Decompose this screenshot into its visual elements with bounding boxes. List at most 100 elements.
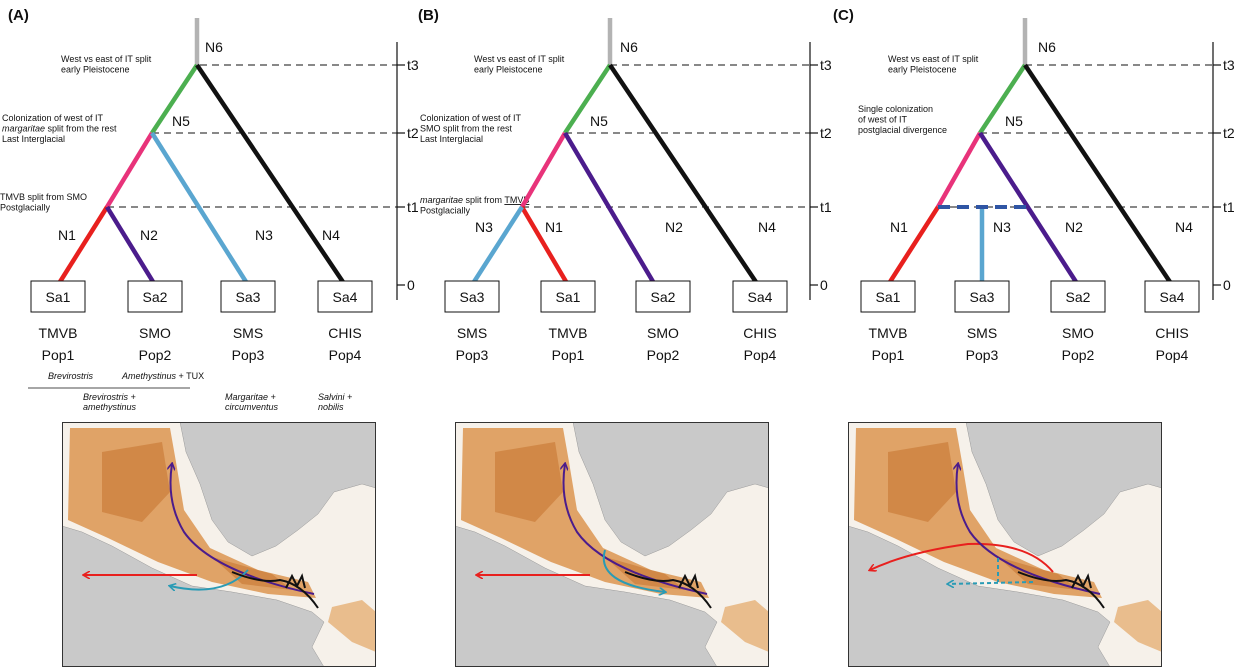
region-label: TMVB [39,325,78,341]
sample-label: Sa3 [460,289,485,305]
node-label: N6 [205,39,223,55]
text-segment: margaritae [420,195,463,205]
sample-label: Sa4 [1160,289,1185,305]
branch [610,65,758,285]
note-line: of west of IT [858,115,908,125]
note-line: early Pleistocene [61,65,130,75]
note-line: circumventus [225,402,279,412]
note-line: TMVB split from SMO [0,192,87,202]
population-label: Pop1 [42,347,75,363]
region-label: SMO [139,325,171,341]
population-label: Pop2 [139,347,172,363]
note-line: Colonization of west of IT [420,113,522,123]
population-label: Pop1 [552,347,585,363]
time-label: t1 [1223,199,1235,215]
note-line: Postglacially [0,203,51,213]
text-segment: Last Interglacial [2,134,65,144]
region-label: SMS [233,325,263,341]
node-label: N5 [1005,113,1023,129]
note-line: early Pleistocene [888,65,957,75]
branch-label: N3 [475,219,493,235]
time-label: t2 [1223,125,1235,141]
text-segment: circumventus [225,402,279,412]
note-line: margaritae split from TMVB [420,195,529,205]
text-segment: of west of IT [858,115,908,125]
population-label: Pop3 [232,347,265,363]
region-label: TMVB [869,325,908,341]
text-segment: nobilis [318,402,344,412]
note-line: SMO split from the rest [420,124,513,134]
population-label: Pop3 [966,347,999,363]
text-segment: Last Interglacial [420,134,483,144]
note-line: amethystinus [83,402,137,412]
text-segment: Margaritae + [225,392,276,402]
text-segment: split from the rest [45,124,117,134]
text-segment: Postglacially [0,203,51,213]
branch-label: N1 [890,219,908,235]
population-label: Pop2 [647,347,680,363]
text-segment: Single colonization [858,104,933,114]
time-label: 0 [820,277,828,293]
branch [152,133,248,285]
region-label: SMS [457,325,487,341]
text-segment: postglacial divergence [858,125,947,135]
panel-label: (B) [418,7,439,24]
sample-label: Sa4 [333,289,358,305]
region-label: SMO [1062,325,1094,341]
population-label: Pop4 [1156,347,1189,363]
branch-label: N4 [322,227,340,243]
branch [1025,65,1172,285]
text-segment: margaritae [2,124,45,134]
branch-label: N2 [1065,219,1083,235]
region-label: CHIS [1155,325,1188,341]
text-segment: early Pleistocene [888,65,957,75]
branch [107,207,155,285]
time-label: t1 [820,199,832,215]
region-label: CHIS [328,325,361,341]
branch [980,133,1078,285]
region-label: CHIS [743,325,776,341]
text-segment: early Pleistocene [61,65,130,75]
branch [565,133,655,285]
time-label: 0 [1223,277,1231,293]
text-segment: Brevirostris [48,371,94,381]
note-line: margaritae split from the rest [2,124,117,134]
sample-label: Sa2 [1066,289,1091,305]
note-line: Margaritae + [225,392,276,402]
branch [107,133,152,207]
text-segment: West vs east of IT split [474,54,565,64]
time-label: 0 [407,277,415,293]
branch-label: N3 [255,227,273,243]
region-label: TMVB [549,325,588,341]
panel-label: (A) [8,7,29,24]
node-label: N6 [620,39,638,55]
node-label: N6 [1038,39,1056,55]
note-line: Brevirostris [48,371,94,381]
note-line: Colonization of west of IT [2,113,104,123]
map [62,422,376,667]
note-line: Amethystinus + TUX [121,371,204,381]
text-segment: Salvini + [318,392,352,402]
map [455,422,769,667]
text-segment: West vs east of IT split [888,54,979,64]
text-segment: Postglacially [420,206,471,216]
node-label: N5 [172,113,190,129]
branch [58,207,107,285]
sample-label: Sa1 [876,289,901,305]
text-segment: + TUX [176,371,204,381]
sample-label: Sa3 [970,289,995,305]
note-line: West vs east of IT split [61,54,152,64]
sample-label: Sa3 [236,289,261,305]
text-segment: Colonization of west of IT [420,113,522,123]
note-line: early Pleistocene [474,65,543,75]
sample-label: Sa4 [748,289,773,305]
branch-label: N4 [1175,219,1193,235]
note-line: Single colonization [858,104,933,114]
time-label: t2 [407,125,419,141]
time-label: t2 [820,125,832,141]
branch-label: N4 [758,219,776,235]
text-segment: Colonization of west of IT [2,113,104,123]
note-line: Last Interglacial [2,134,65,144]
map [848,422,1162,667]
time-label: t3 [1223,57,1235,73]
